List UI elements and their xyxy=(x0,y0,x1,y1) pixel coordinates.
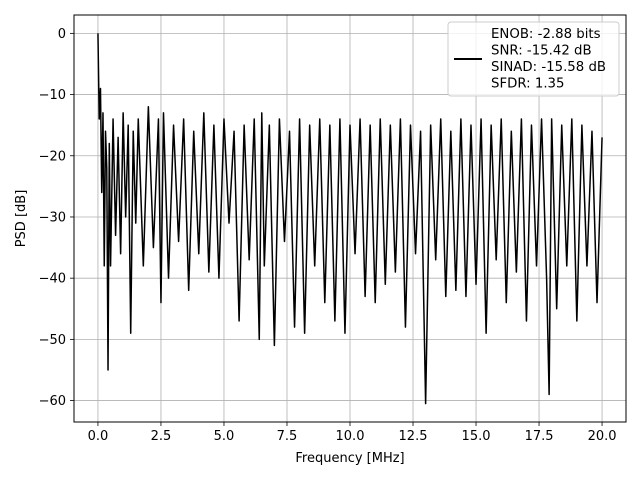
legend-text-enob: ENOB: -2.88 bits xyxy=(491,27,601,42)
x-tick-label: 5.0 xyxy=(214,429,235,444)
x-tick-label: 12.5 xyxy=(399,429,428,444)
legend-text-sfdr: SFDR: 1.35 xyxy=(491,77,564,92)
x-tick-label: 0.0 xyxy=(88,429,109,444)
legend-text-snr: SNR: -15.42 dB xyxy=(491,44,592,59)
y-tick-label: −60 xyxy=(39,394,66,409)
y-tick-label: 0 xyxy=(58,27,66,42)
y-tick-label: −10 xyxy=(39,88,66,103)
legend-text-sinad: SINAD: -15.58 dB xyxy=(491,60,606,75)
y-tick-label: −30 xyxy=(39,210,66,225)
y-tick-label: −20 xyxy=(39,149,66,164)
psd-series-line xyxy=(97,33,603,405)
x-tick-label: 10.0 xyxy=(336,429,365,444)
series-layer xyxy=(97,33,603,405)
y-tick-label: −50 xyxy=(39,333,66,348)
x-tick-label: 20.0 xyxy=(588,429,617,444)
legend: ENOB: -2.88 bits SNR: -15.42 dB SINAD: -… xyxy=(447,21,620,97)
legend-box xyxy=(447,21,620,97)
y-tick-label: −40 xyxy=(39,272,66,287)
x-tick-label: 2.5 xyxy=(151,429,172,444)
x-tick-label: 17.5 xyxy=(525,429,554,444)
tick-layer: 0.0 2.5 5.0 7.5 10.0 12.5 15.0 17.5 20.0 0 −10 −20 −… xyxy=(39,27,617,444)
x-axis-label: Frequency [MHz] xyxy=(295,451,404,466)
y-axis-label: PSD [dB] xyxy=(14,190,29,248)
x-tick-label: 7.5 xyxy=(277,429,298,444)
x-tick-label: 15.0 xyxy=(462,429,491,444)
